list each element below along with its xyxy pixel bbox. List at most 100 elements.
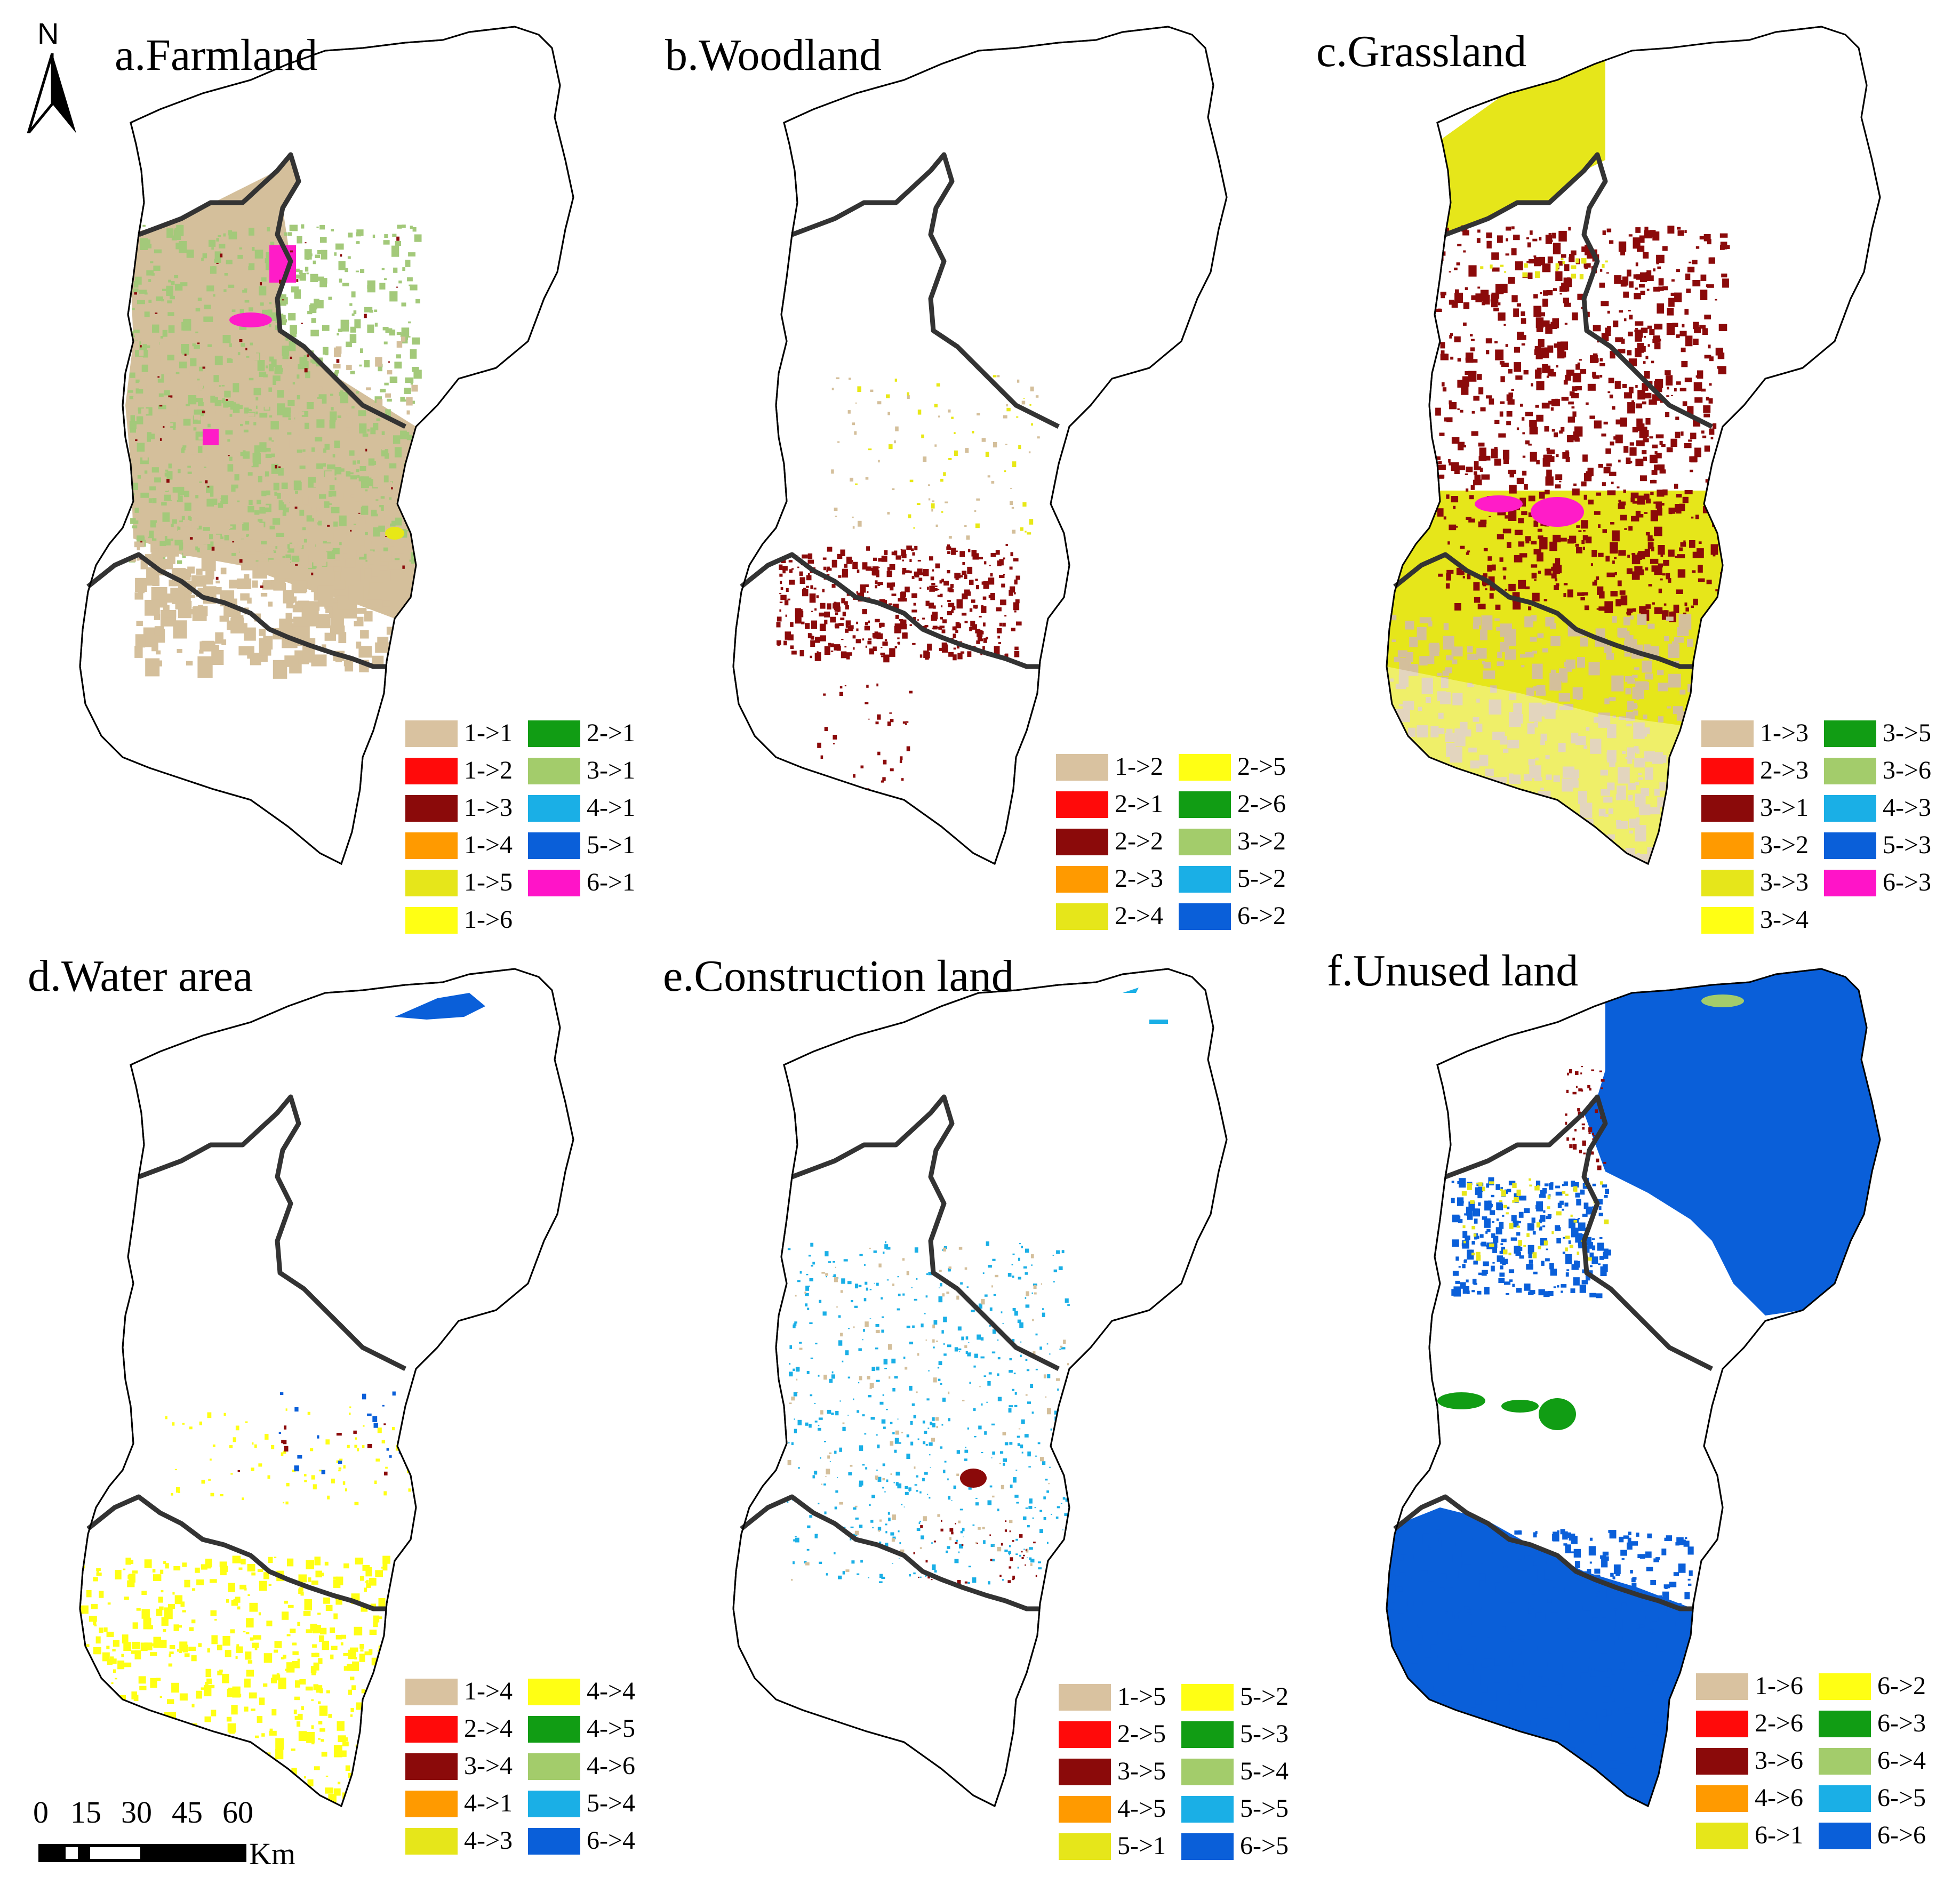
land-patch — [1605, 260, 1608, 263]
land-patch — [154, 477, 161, 483]
land-patch — [1446, 743, 1456, 757]
land-patch — [1663, 559, 1669, 566]
land-patch — [338, 1461, 342, 1464]
legend-label: 3->4 — [1760, 905, 1809, 934]
land-patch — [1461, 729, 1471, 737]
land-patch — [137, 300, 145, 304]
land-patch — [1549, 541, 1557, 551]
land-patch — [1436, 848, 1448, 861]
land-patch — [265, 1434, 269, 1440]
land-patch — [869, 1504, 871, 1506]
land-patch — [374, 1480, 377, 1485]
land-patch — [875, 1475, 878, 1480]
land-patch — [809, 1515, 813, 1518]
land-patch — [1569, 535, 1577, 543]
land-patch — [932, 1423, 935, 1427]
land-patch — [1682, 1641, 1688, 1647]
land-patch — [1404, 1604, 1406, 1606]
land-patch — [1536, 326, 1543, 332]
land-patch — [121, 1654, 124, 1657]
land-patch — [1545, 1771, 1549, 1775]
land-patch — [993, 1545, 995, 1547]
land-patch — [1572, 488, 1580, 496]
land-patch — [905, 587, 910, 592]
land-patch — [1009, 566, 1013, 570]
land-patch — [299, 272, 306, 281]
land-patch — [1467, 1662, 1470, 1666]
land-patch — [1515, 1798, 1520, 1802]
land-patch — [1682, 731, 1693, 742]
land-patch — [297, 541, 302, 549]
land-patch — [367, 280, 375, 293]
land-patch — [1482, 294, 1490, 305]
land-patch — [1494, 1582, 1500, 1586]
land-patch — [1524, 1602, 1529, 1607]
land-patch — [1014, 1311, 1018, 1316]
land-patch — [231, 550, 236, 556]
land-patch — [91, 1604, 98, 1609]
land-patch — [290, 250, 293, 253]
land-patch — [1704, 355, 1711, 359]
land-patch — [1667, 387, 1669, 390]
land-patch — [259, 523, 264, 528]
land-patch — [990, 1544, 995, 1547]
land-patch — [905, 1367, 908, 1370]
land-patch — [954, 432, 956, 434]
land-patch — [351, 1685, 356, 1690]
land-patch — [223, 1413, 226, 1416]
land-patch — [367, 551, 382, 565]
land-patch — [1561, 351, 1566, 358]
land-patch — [1410, 1805, 1417, 1806]
land-patch — [378, 525, 385, 532]
land-patch — [1561, 254, 1566, 258]
land-patch — [402, 565, 405, 569]
land-patch — [362, 1565, 370, 1571]
land-patch — [404, 399, 407, 402]
land-patch — [807, 553, 813, 559]
land-patch — [1455, 289, 1459, 295]
land-patch — [1003, 1463, 1005, 1466]
land-patch — [1621, 1602, 1627, 1606]
land-patch — [1543, 599, 1548, 601]
land-patch — [947, 600, 951, 602]
land-patch — [1477, 286, 1481, 289]
land-patch — [134, 292, 137, 295]
land-patch — [289, 1666, 295, 1671]
land-patch — [385, 536, 387, 537]
land-patch — [886, 571, 892, 577]
land-patch — [1401, 1797, 1405, 1801]
land-patch — [1009, 1520, 1013, 1523]
land-patch — [364, 611, 373, 622]
land-patch — [954, 626, 956, 629]
land-patch — [388, 561, 403, 570]
land-patch — [172, 1790, 176, 1794]
land-patch — [145, 599, 160, 616]
land-patch — [936, 627, 939, 629]
land-patch — [152, 324, 159, 333]
land-patch — [1653, 268, 1655, 271]
land-patch — [957, 1579, 961, 1584]
land-patch — [1683, 1736, 1690, 1740]
land-patch — [1617, 628, 1628, 637]
land-patch — [1446, 1554, 1453, 1562]
land-patch — [907, 395, 910, 399]
land-patch — [988, 1265, 992, 1268]
land-patch — [281, 1452, 284, 1456]
land-patch — [1508, 1582, 1513, 1589]
land-patch — [1065, 1414, 1068, 1417]
land-patch — [335, 1635, 342, 1640]
land-patch — [172, 1592, 175, 1595]
land-patch — [1417, 627, 1427, 640]
land-patch — [1563, 583, 1568, 585]
land-patch — [167, 1770, 176, 1782]
land-patch — [1478, 456, 1487, 461]
land-patch — [412, 337, 420, 345]
land-patch — [113, 1707, 121, 1711]
land-patch — [1671, 1622, 1676, 1626]
legend-swatch: #ff9a00 — [405, 1791, 458, 1817]
land-patch — [322, 1640, 329, 1650]
land-patch — [206, 499, 214, 507]
land-patch — [1421, 677, 1433, 694]
land-patch — [906, 1454, 910, 1459]
land-patch — [240, 522, 244, 524]
